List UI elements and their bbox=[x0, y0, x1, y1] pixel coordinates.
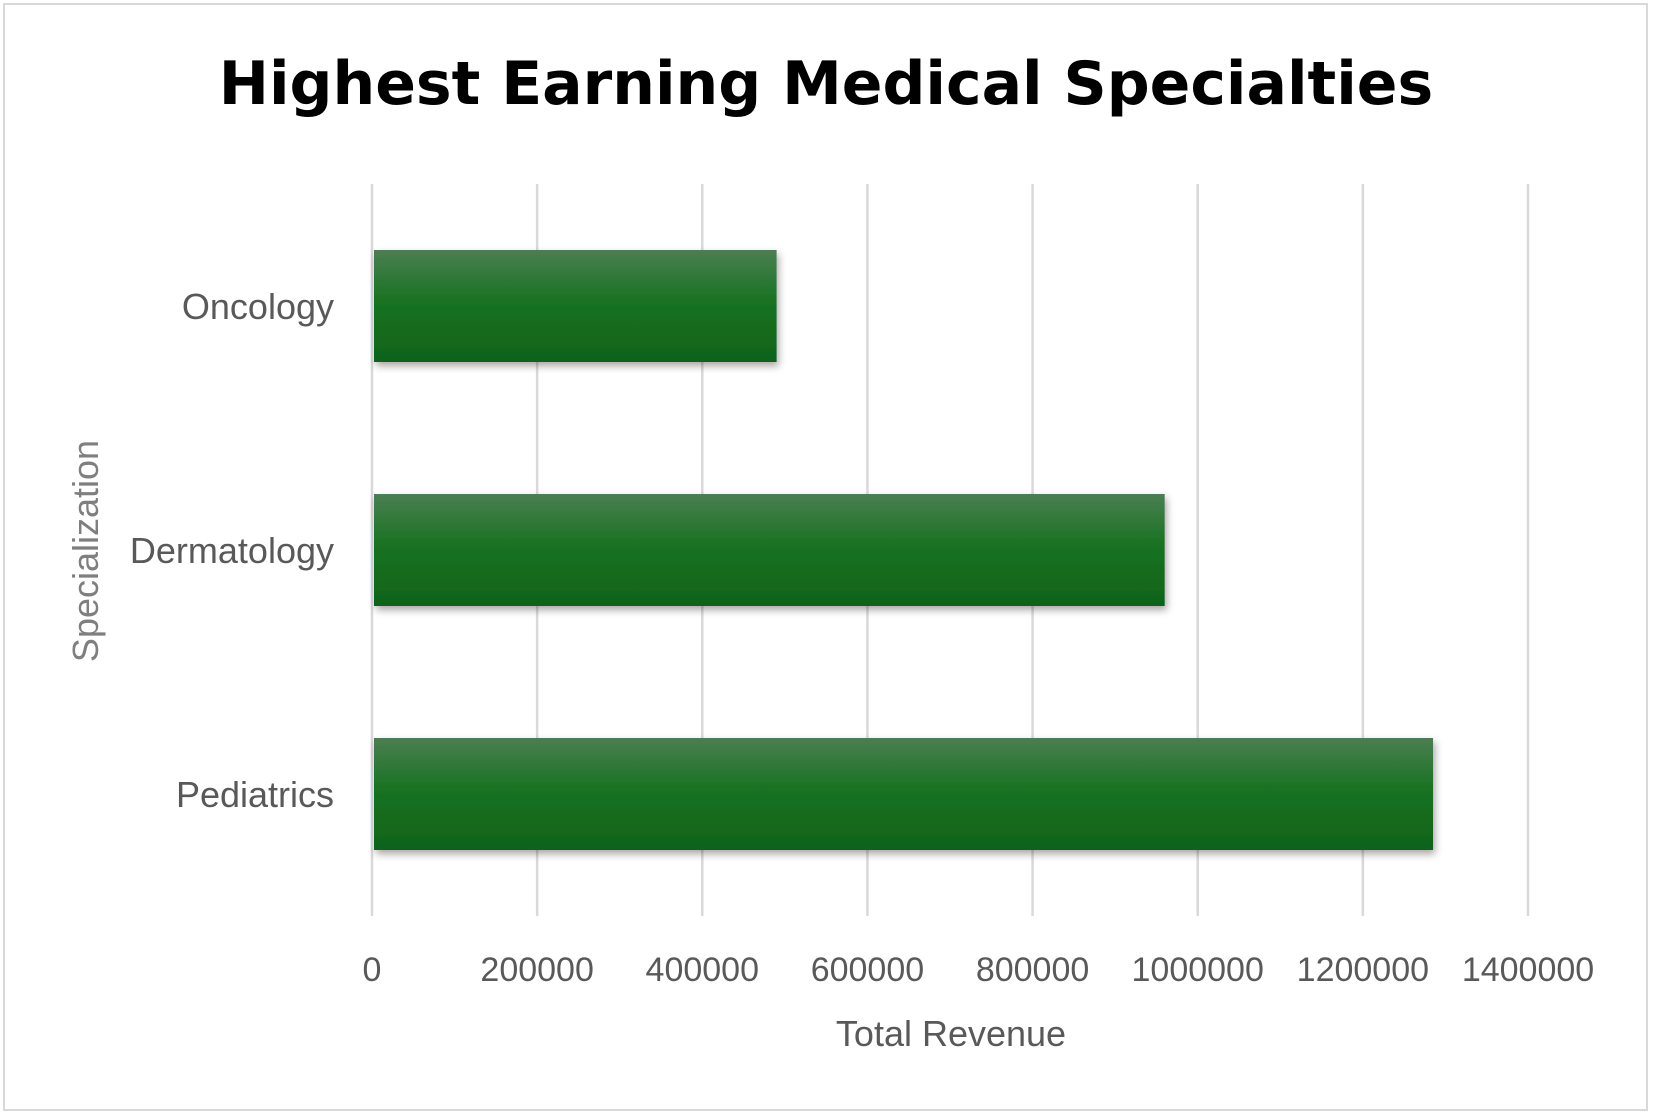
x-tick-label: 1000000 bbox=[1132, 951, 1264, 989]
category-label-pediatrics: Pediatrics bbox=[176, 774, 334, 815]
x-tick-label: 1200000 bbox=[1297, 951, 1429, 989]
x-tick-labels: 0 200000 400000 600000 800000 1000000 1200000 1… bbox=[363, 951, 1595, 989]
bar-pediatrics bbox=[374, 738, 1434, 850]
category-labels: Oncology Dermatology Pediatrics bbox=[130, 286, 334, 815]
x-tick-label: 200000 bbox=[480, 951, 593, 989]
x-axis-title: Total Revenue bbox=[836, 1013, 1066, 1054]
bar-oncology bbox=[374, 250, 777, 362]
y-axis-title: Specialization bbox=[65, 440, 106, 662]
x-tick-label: 400000 bbox=[646, 951, 759, 989]
bars bbox=[374, 250, 1434, 850]
category-label-dermatology: Dermatology bbox=[130, 530, 334, 571]
x-tick-label: 800000 bbox=[976, 951, 1089, 989]
chart-title: Highest Earning Medical Specialties bbox=[219, 49, 1433, 119]
bar-dermatology bbox=[374, 494, 1165, 606]
x-tick-label: 1400000 bbox=[1462, 951, 1594, 989]
x-tick-label: 0 bbox=[363, 951, 382, 989]
category-label-oncology: Oncology bbox=[182, 286, 334, 327]
x-tick-label: 600000 bbox=[811, 951, 924, 989]
